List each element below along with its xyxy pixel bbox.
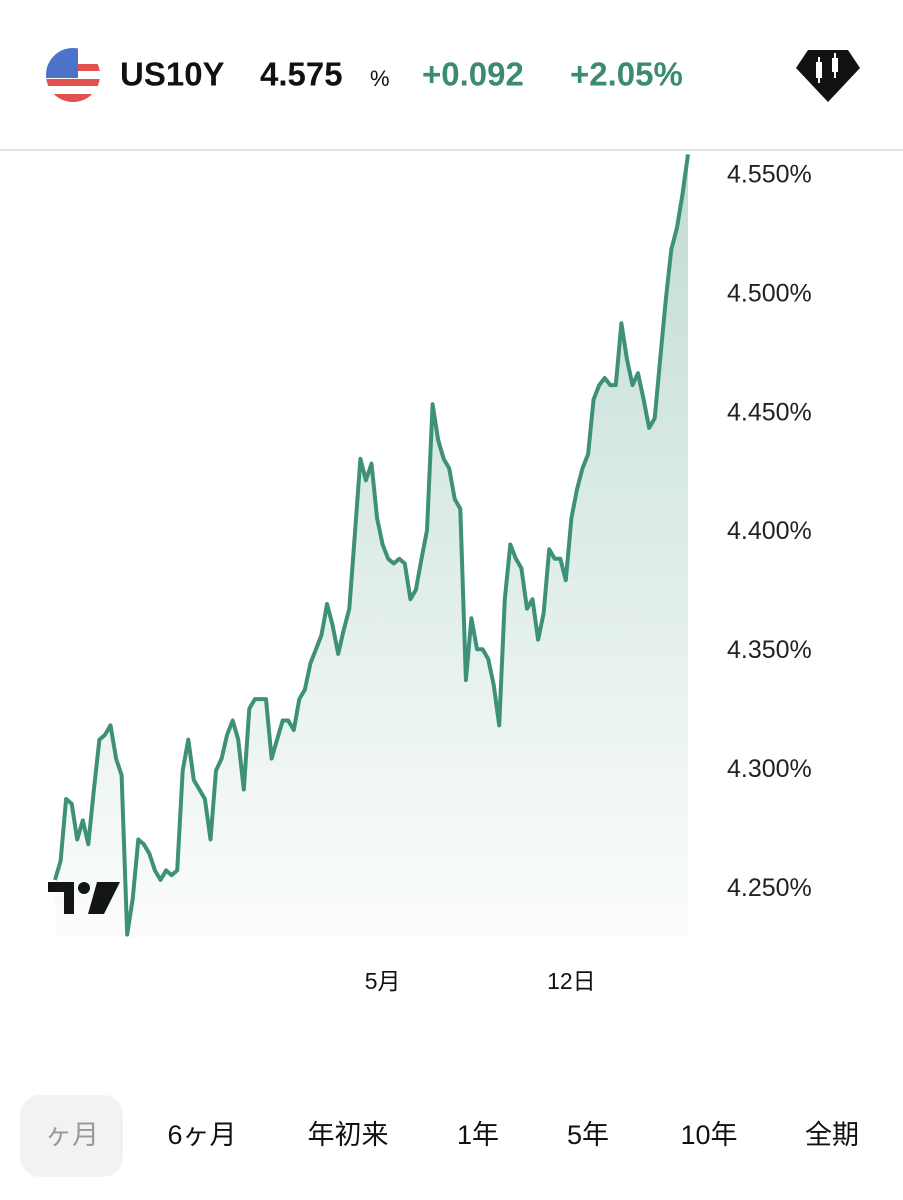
range-tab[interactable]: 全期 <box>805 1120 859 1150</box>
x-tick-label: 12日 <box>547 968 596 994</box>
change: +0.092 <box>422 56 524 93</box>
x-tick-label: 5月 <box>365 968 401 994</box>
range-tab[interactable]: ヶ月 <box>45 1120 99 1150</box>
range-tab[interactable]: 6ヶ月 <box>167 1120 236 1150</box>
y-tick-label: 4.400% <box>727 517 812 545</box>
area <box>55 154 688 937</box>
price: 4.575 <box>260 56 343 93</box>
range-tab[interactable]: 1年 <box>457 1120 499 1150</box>
y-tick-label: 4.450% <box>727 398 812 426</box>
line <box>53 154 690 937</box>
symbol: US10Y <box>120 56 225 93</box>
tab-selected-bg <box>20 1095 123 1177</box>
y-tick-label: 4.300% <box>727 755 812 783</box>
flag-icon <box>46 48 100 102</box>
y-tick-label: 4.250% <box>727 874 812 902</box>
range-tab[interactable]: 年初来 <box>308 1120 389 1150</box>
change-percent: +2.05% <box>570 56 683 93</box>
y-tick-label: 4.350% <box>727 636 812 664</box>
y-tick-label: 4.550% <box>727 160 812 188</box>
indicator-button[interactable] <box>796 50 860 102</box>
range-tab[interactable]: 5年 <box>567 1120 609 1150</box>
y-tick-label: 4.500% <box>727 279 812 307</box>
price-unit: % <box>370 66 390 91</box>
range-tab[interactable]: 10年 <box>680 1120 737 1150</box>
